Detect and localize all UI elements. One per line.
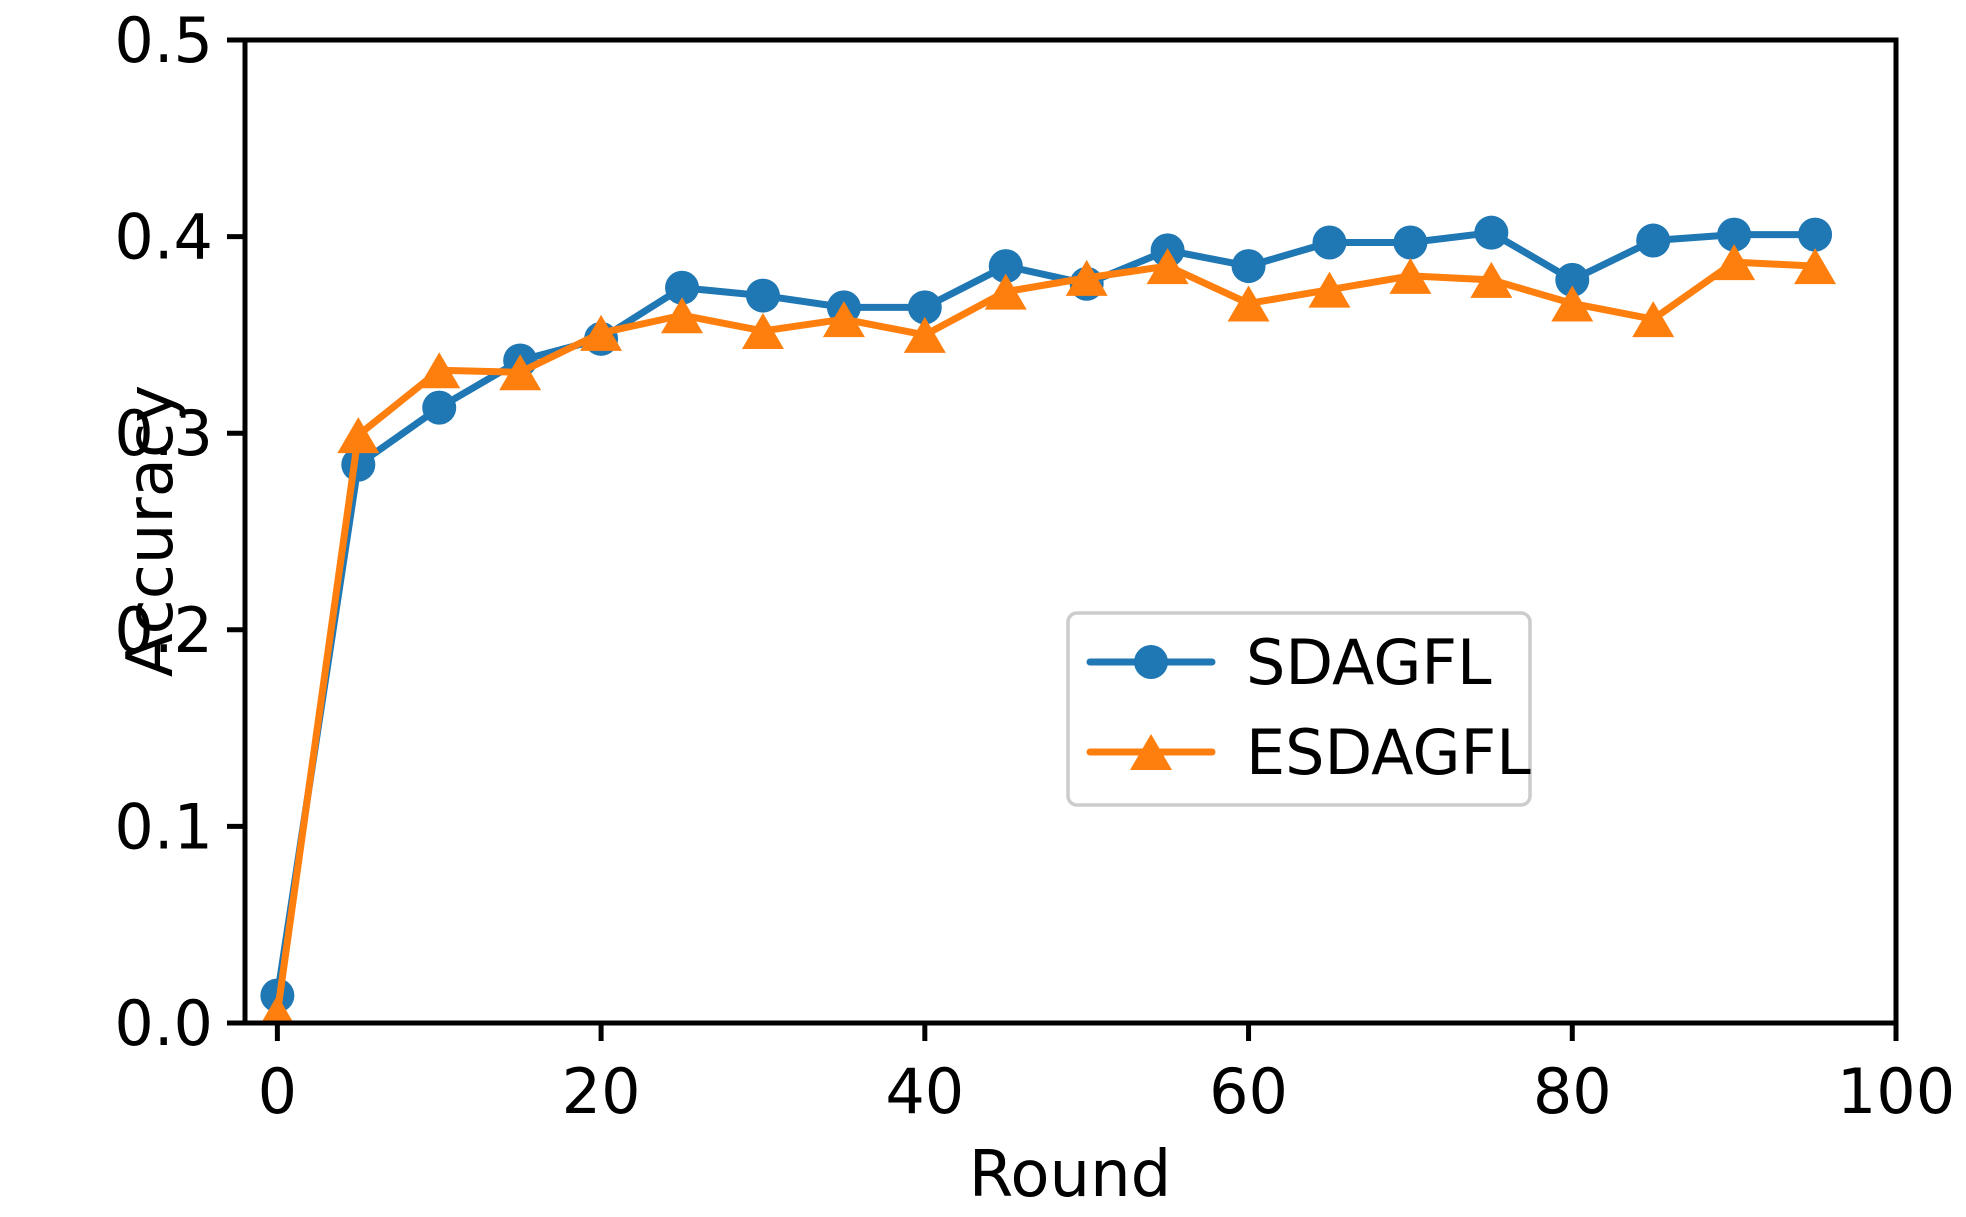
data-point-marker [1393,225,1428,260]
data-point-marker [665,270,700,305]
x-tick-label: 100 [1837,1055,1955,1128]
x-tick-label: 80 [1533,1055,1612,1128]
data-point-marker [418,352,461,389]
series-layer [260,215,1837,1023]
series-line [273,229,1819,999]
data-point-marker [1227,285,1270,322]
legend: SDAGFL ESDAGFL [1066,611,1532,807]
y-tick-label: 0.3 [114,397,213,470]
data-point-marker [988,249,1023,284]
data-point-marker [1389,257,1432,294]
data-point-marker [745,278,780,313]
data-point-marker [1312,225,1347,260]
data-point-marker [261,995,294,1023]
legend-label-sdagfl: SDAGFL [1246,626,1492,699]
data-point-marker [661,297,704,334]
data-point-marker [1474,215,1509,250]
data-point-marker [499,354,542,391]
data-point-marker [422,390,457,425]
plot-border [242,37,1899,1026]
series-line [273,258,1819,1017]
y-tick-label: 0.5 [114,4,213,77]
tick-layer: 0 20 40 60 80 100 0.0 0.1 0.2 0.3 0.4 0.5 [114,4,1955,1128]
data-point-marker [1146,248,1189,285]
x-tick-label: 0 [258,1055,297,1128]
data-point-marker [1555,262,1590,297]
data-point-marker [907,290,942,325]
series-sdagfl [260,215,1833,1013]
data-point-marker [1794,248,1837,285]
y-tick-label: 0.4 [114,201,213,274]
data-point-marker [903,316,946,353]
data-point-marker [1470,261,1513,298]
legend-label-esdagfl: ESDAGFL [1246,716,1531,789]
data-point-marker [1065,259,1108,296]
y-tick-label: 0.2 [114,594,213,667]
x-tick-label: 20 [562,1055,641,1128]
legend-triangle-marker-icon [1130,734,1172,770]
data-point-marker [1717,217,1752,252]
x-tick-label: 40 [885,1055,964,1128]
y-tick-label: 0.1 [114,790,213,863]
y-axis-label: Accuracy [114,385,188,677]
data-point-marker [741,312,784,349]
legend-circle-marker-icon [1134,645,1168,679]
data-point-marker [337,417,380,454]
legend-samples [1086,645,1216,770]
data-point-marker [822,301,865,338]
data-point-marker [1713,244,1756,281]
data-point-marker [1636,223,1671,258]
data-point-marker [1231,249,1266,284]
y-tick-label: 0.0 [114,987,213,1060]
data-point-marker [1551,285,1594,322]
x-tick-label: 60 [1209,1055,1288,1128]
data-point-marker [984,273,1027,310]
data-point-marker [1798,217,1833,252]
data-point-marker [580,314,623,351]
data-point-marker [1632,301,1675,338]
series-esdagfl [261,244,1837,1023]
x-axis-label: Round [969,1138,1172,1212]
data-point-marker [1308,271,1351,308]
